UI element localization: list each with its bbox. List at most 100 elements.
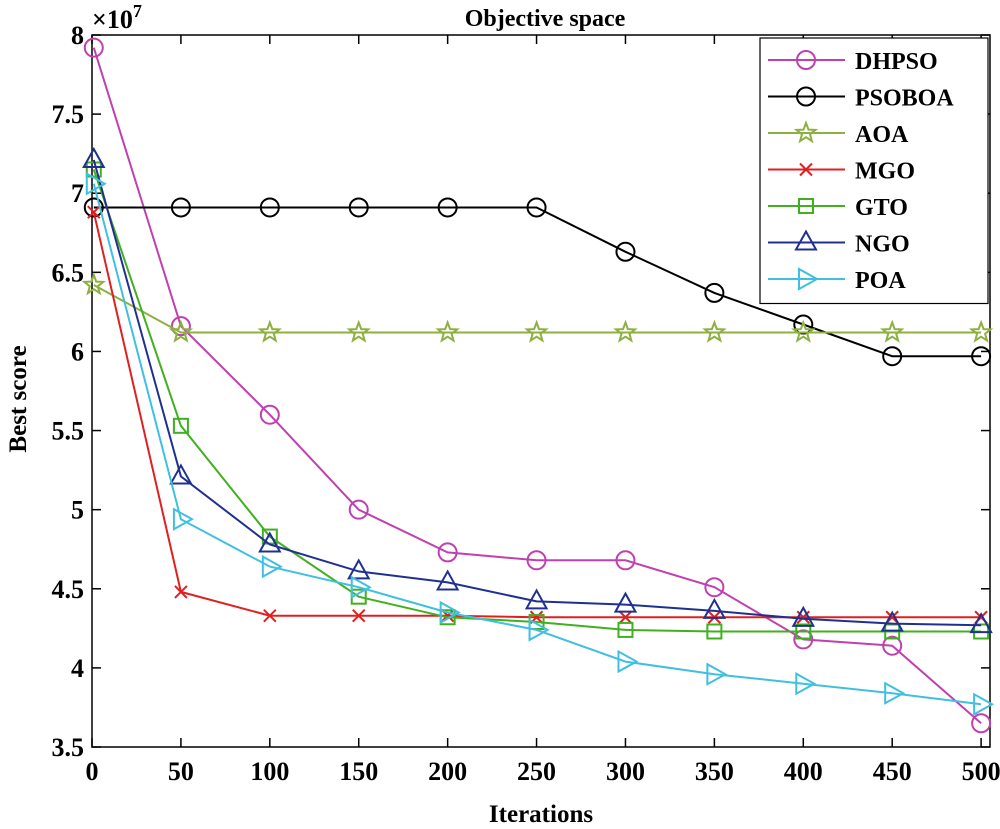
x-tick-label: 350 — [695, 757, 734, 786]
legend-label-mgo: MGO — [855, 159, 915, 185]
y-axis-multiplier: ×107 — [92, 1, 142, 34]
data-point-psoboa — [526, 197, 547, 218]
data-point-psoboa — [882, 346, 903, 367]
data-point-dhpso — [437, 542, 458, 563]
data-point-dhpso — [170, 316, 191, 337]
data-point-psoboa — [793, 314, 814, 335]
legend-marker-ngo — [794, 229, 818, 251]
data-point-poa — [795, 672, 817, 696]
series-line-dhpso — [92, 47, 982, 725]
data-point-mgo — [618, 610, 633, 624]
data-point-aoa — [346, 319, 371, 343]
y-tick-label: 5 — [71, 496, 84, 525]
data-point-poa — [439, 600, 461, 625]
x-tick-label: 250 — [517, 757, 556, 786]
series-layer — [81, 37, 995, 734]
data-point-aoa — [81, 272, 107, 296]
legend-marker-aoa — [793, 120, 819, 144]
legend-marker-psoboa — [796, 86, 816, 107]
series-line-aoa — [93, 284, 982, 334]
data-point-dhpso — [615, 550, 636, 571]
x-tick-label: 0 — [86, 757, 99, 786]
x-tick-label: 100 — [250, 757, 289, 786]
x-axis-label: Iterations — [489, 801, 593, 828]
legend-label-poa: POA — [855, 268, 906, 294]
data-point-dhpso — [259, 404, 280, 425]
legend-item-psoboa: PSOBOA — [768, 86, 954, 112]
data-point-dhpso — [526, 550, 547, 571]
data-point-gto — [172, 417, 189, 434]
data-point-psoboa — [259, 197, 280, 218]
data-point-gto — [795, 623, 812, 640]
data-point-aoa — [613, 319, 638, 343]
legend-item-aoa: AOA — [768, 120, 909, 148]
y-tick-label: 7 — [71, 179, 84, 208]
data-point-aoa — [702, 319, 727, 343]
data-point-poa — [706, 662, 728, 686]
y-tick-label: 7.5 — [52, 100, 85, 129]
axes-layer: 0 50 100 150 200 250 300 350 400 450 500 3.5 4 4.5 5 5.… — [52, 21, 1000, 786]
y-multiplier-exponent: 7 — [133, 1, 142, 21]
data-point-ngo — [347, 558, 371, 580]
x-tick-label: 50 — [168, 757, 194, 786]
legend-label-psoboa: PSOBOA — [855, 86, 954, 112]
legend-item-ngo: NGO — [768, 229, 910, 258]
legend-label-gto: GTO — [855, 195, 908, 221]
legend-marker-gto — [798, 198, 814, 214]
y-tick-label: 6.5 — [52, 258, 85, 287]
legend-label-ngo: NGO — [855, 232, 910, 258]
x-tick-label: 300 — [606, 757, 645, 786]
data-point-aoa — [435, 319, 460, 343]
data-point-mgo — [263, 608, 277, 623]
data-point-ngo — [613, 591, 638, 613]
data-point-aoa — [168, 319, 194, 343]
data-point-psoboa — [971, 346, 992, 367]
data-point-gto — [617, 621, 634, 638]
data-point-psoboa — [615, 241, 636, 262]
data-point-aoa — [524, 319, 549, 343]
data-point-poa — [973, 692, 995, 716]
data-point-ngo — [435, 569, 460, 591]
series-line-psoboa — [93, 206, 982, 358]
y-tick-label: 3.5 — [52, 733, 85, 762]
data-point-dhpso — [971, 713, 992, 734]
data-point-mgo — [352, 608, 366, 623]
y-tick-label: 4 — [71, 654, 84, 683]
data-point-gto — [706, 623, 723, 640]
legend-label-dhpso: DHPSO — [855, 49, 938, 75]
legend-marker-dhpso — [796, 50, 816, 70]
legend-marker-mgo — [799, 162, 813, 177]
y-axis-label: Best score — [5, 345, 32, 452]
data-point-poa — [261, 554, 283, 579]
y-multiplier-base: ×10 — [92, 5, 133, 34]
data-point-aoa — [791, 319, 816, 343]
data-point-aoa — [257, 319, 283, 343]
data-point-ngo — [82, 146, 106, 168]
data-point-dhpso — [793, 629, 814, 650]
data-point-dhpso — [348, 499, 369, 520]
plot-frame — [91, 34, 991, 748]
y-tick-label: 5.5 — [52, 417, 85, 446]
x-tick-label: 400 — [784, 757, 823, 786]
data-point-ngo — [969, 612, 993, 634]
legend-item-poa: POA — [768, 267, 906, 294]
series-aoa — [81, 272, 994, 343]
data-point-poa — [617, 649, 639, 674]
data-point-ngo — [880, 610, 904, 632]
data-point-poa — [884, 681, 906, 705]
series-dhpso — [83, 37, 992, 734]
series-poa — [85, 172, 995, 716]
data-point-psoboa — [437, 197, 458, 218]
series-line-ngo — [92, 159, 982, 627]
legend-item-dhpso: DHPSO — [768, 49, 938, 75]
data-point-aoa — [879, 319, 905, 343]
data-point-dhpso — [882, 635, 903, 656]
y-tick-label: 8 — [71, 21, 84, 50]
data-point-ngo — [169, 463, 193, 485]
series-mgo — [87, 205, 988, 624]
data-point-poa — [85, 172, 107, 196]
series-line-gto — [92, 169, 982, 633]
data-point-mgo — [174, 585, 188, 599]
